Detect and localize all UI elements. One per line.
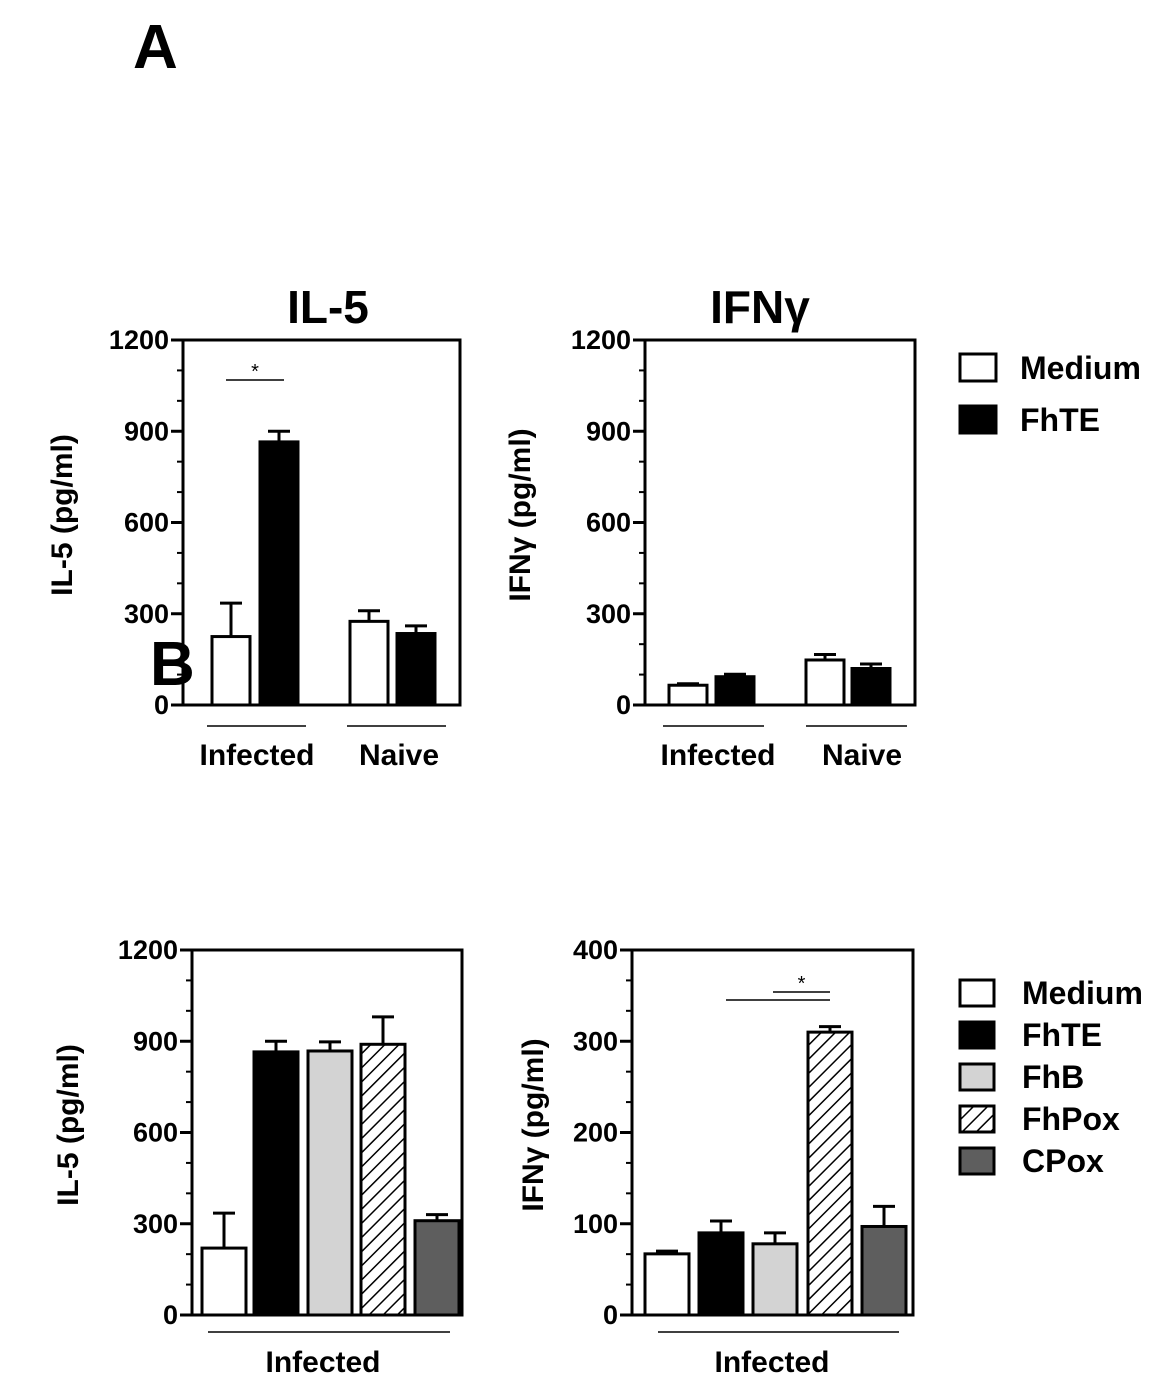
panel-label-b: B [150, 630, 195, 699]
y-tick-label: 0 [154, 690, 169, 720]
x-group-label: Infected [199, 739, 314, 772]
y-tick-label: 600 [586, 508, 631, 538]
panel-label-a: A [133, 13, 178, 82]
legend-label: CPox [1022, 1143, 1104, 1179]
bar-cpox [860, 1224, 908, 1317]
legend-label: FhTE [1020, 402, 1100, 438]
legend-swatch-fhte [958, 1020, 996, 1050]
bar-fhte [697, 1231, 745, 1317]
legend-swatch-fhte [958, 404, 998, 435]
y-tick-label: 1200 [118, 935, 178, 965]
chart-title: IFNγ [710, 281, 810, 333]
y-tick-label: 300 [124, 599, 169, 629]
y-tick-label: 900 [124, 416, 169, 446]
y-tick-label: 100 [573, 1209, 618, 1239]
legend-label: Medium [1020, 350, 1141, 386]
legend-swatch-fhpox [958, 1104, 996, 1134]
y-tick-label: 900 [586, 416, 631, 446]
bar-fhte [395, 632, 437, 707]
y-tick-label: 300 [133, 1209, 178, 1239]
x-group-label: Infected [265, 1346, 380, 1379]
y-tick-label: 600 [133, 1118, 178, 1148]
legend-label: FhB [1022, 1059, 1084, 1095]
plot-frame [643, 338, 917, 707]
x-group-label: Naive [359, 739, 439, 772]
legend-label: FhPox [1022, 1101, 1120, 1137]
y-tick-label: 400 [573, 935, 618, 965]
bar-fhpox [806, 1030, 854, 1317]
y-tick-label: 300 [573, 1026, 618, 1056]
bar-fhb [306, 1049, 354, 1317]
legend-swatch-cpox [958, 1146, 996, 1176]
significance-star: * [798, 973, 806, 995]
bar-fhte [252, 1050, 300, 1317]
y-tick-label: 0 [616, 690, 631, 720]
y-tick-label: 1200 [571, 325, 631, 355]
x-group-label: Infected [714, 1346, 829, 1379]
y-tick-label: 300 [586, 599, 631, 629]
bar-fhpox [359, 1042, 407, 1317]
y-axis-label: IL-5 (pg/ml) [46, 434, 79, 596]
bar-medium [348, 619, 390, 707]
y-tick-label: 600 [124, 508, 169, 538]
bar-fhte [258, 440, 300, 707]
y-tick-label: 1200 [109, 325, 169, 355]
y-axis-label: IFNγ (pg/ml) [517, 1038, 550, 1211]
x-group-label: Infected [660, 739, 775, 772]
legend-swatch-medium [958, 352, 998, 383]
bar-medium [643, 1252, 691, 1317]
bar-cpox [413, 1219, 461, 1317]
y-tick-label: 200 [573, 1118, 618, 1148]
y-tick-label: 900 [133, 1026, 178, 1056]
y-axis-label: IL-5 (pg/ml) [52, 1044, 85, 1206]
bar-medium [200, 1246, 248, 1317]
y-axis-label: IFNγ (pg/ml) [504, 428, 537, 601]
significance-star: * [251, 361, 259, 383]
chart-title: IL-5 [287, 281, 369, 333]
y-tick-label: 0 [603, 1300, 618, 1330]
legend-swatch-medium [958, 978, 996, 1008]
legend-label: FhTE [1022, 1017, 1102, 1053]
bar-medium [210, 635, 252, 707]
bar-fhte [850, 667, 892, 707]
bar-fhb [751, 1242, 799, 1317]
y-tick-label: 0 [163, 1300, 178, 1330]
bar-fhte [714, 675, 756, 707]
legend-swatch-fhb [958, 1062, 996, 1092]
bar-medium [804, 658, 846, 707]
legend-label: Medium [1022, 975, 1143, 1011]
bar-medium [667, 683, 709, 707]
x-group-label: Naive [822, 739, 902, 772]
